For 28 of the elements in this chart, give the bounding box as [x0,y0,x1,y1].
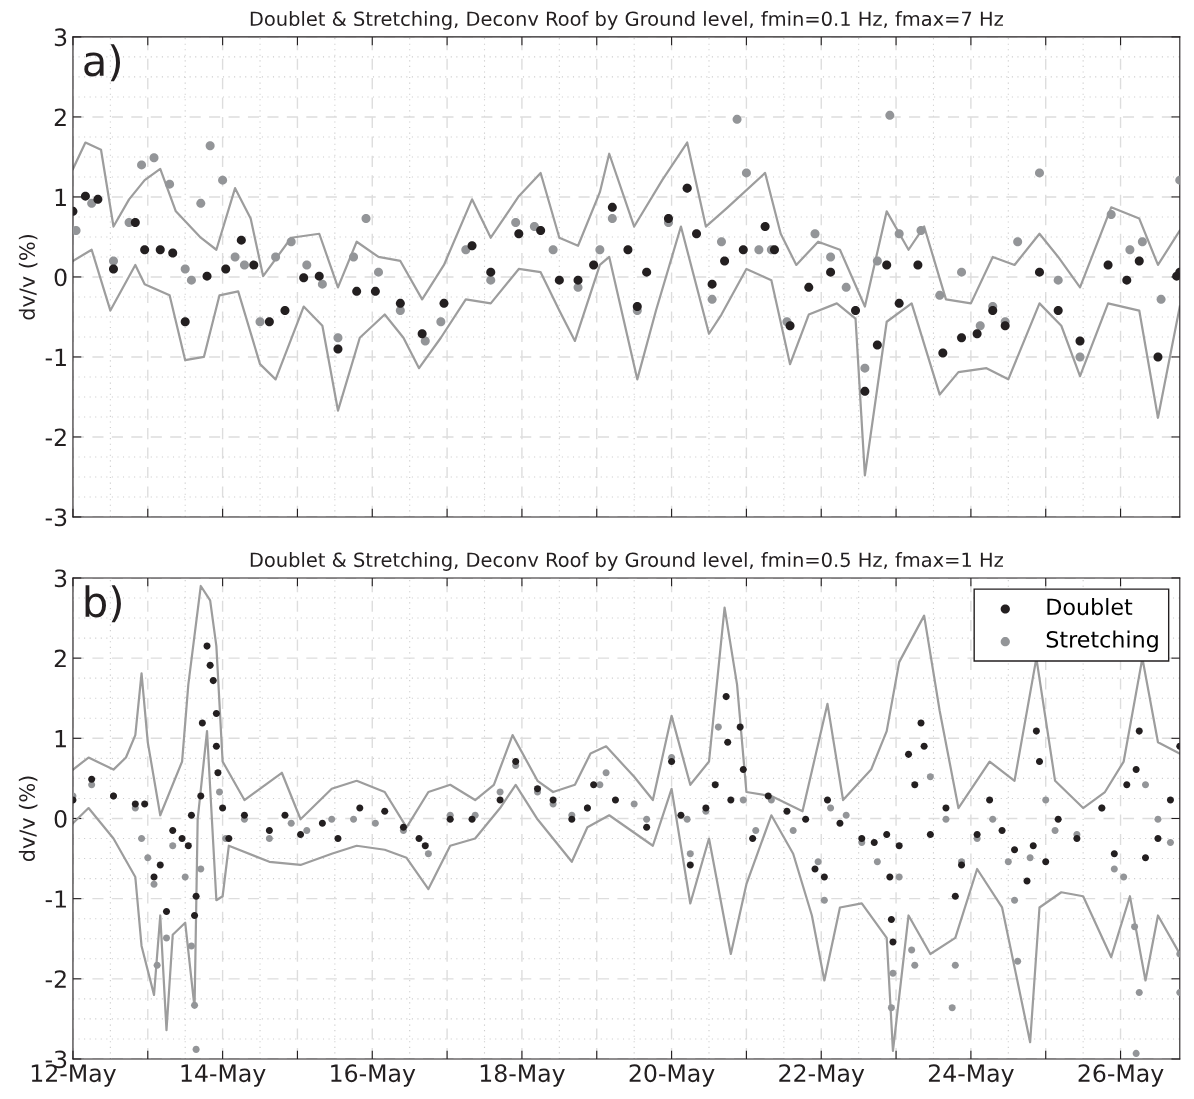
y-tick-label: 2 [54,649,66,668]
y-tick-label: -3 [45,508,67,527]
legend-label: Doublet [1047,597,1133,616]
x-tick-label: 24-May [928,1064,1014,1087]
chart-title: Doublet & Stretching, Deconv Roof by Ground level, fmin=0.1 Hz, fmax=7 Hz [250,11,1003,30]
chart-title: Doublet & Stretching, Deconv Roof by Ground level, fmin=0.5 Hz, fmax=1 Hz [250,552,1003,571]
y-tick-label: 3 [54,569,67,588]
y-tick-label: 0 [54,268,67,287]
x-tick-label: 26-May [1078,1064,1164,1087]
y-axis-title: dv/v (%) [18,776,38,862]
y-tick-label: -2 [45,428,66,446]
x-tick-label: 22-May [779,1064,865,1087]
y-tick-label: 3 [54,28,67,47]
legend-label: Stretching [1046,630,1158,653]
x-tick-label: 16-May [331,1064,416,1087]
y-axis-title: dv/v (%) [18,234,38,320]
annotation: b) [85,585,121,623]
annotation: a) [84,44,121,82]
x-tick-label: 14-May [181,1064,266,1087]
y-tick-label: -1 [45,348,66,366]
y-tick-label: 1 [55,730,66,748]
y-tick-label: 2 [54,108,66,126]
y-tick-label: 0 [54,809,67,828]
y-tick-label: 1 [55,188,66,206]
x-tick-label: 20-May [629,1064,715,1087]
x-tick-label: 18-May [480,1064,565,1087]
y-tick-label: -2 [45,970,66,988]
y-tick-label: -1 [45,890,66,908]
